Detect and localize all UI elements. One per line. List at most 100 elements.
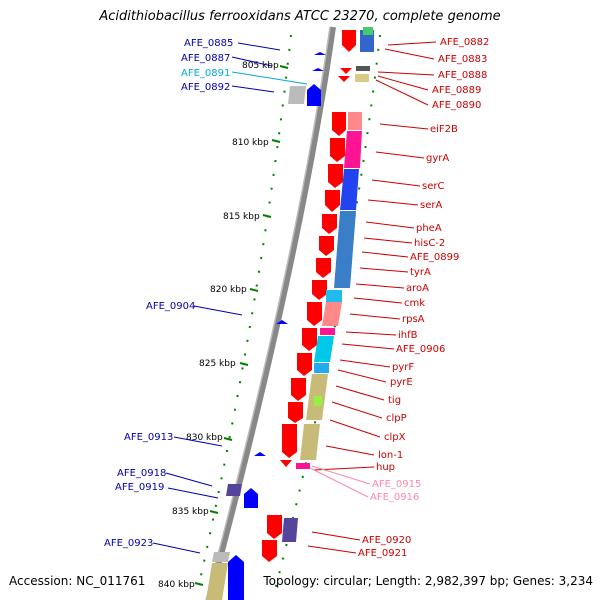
gene-label-right: tyrA	[410, 267, 431, 278]
orf-block	[338, 76, 350, 82]
gene-label-right: rpsA	[402, 314, 425, 325]
orf-block	[280, 460, 292, 467]
orf-block	[282, 424, 297, 458]
gene-label-right: eiF2B	[430, 124, 458, 135]
cog-block	[334, 211, 356, 288]
scale-ticks	[194, 65, 289, 586]
cog-block	[355, 74, 369, 82]
left-label-leaders	[152, 42, 308, 554]
scale-label: 815 kbp	[223, 212, 260, 222]
leader-line	[329, 419, 381, 438]
leader-line	[387, 41, 437, 46]
gene-label-right: tig	[388, 395, 401, 406]
leader-line	[361, 251, 409, 258]
gene-label-right: AFE_0890	[432, 100, 481, 111]
leader-line	[231, 56, 273, 67]
orf-block	[312, 280, 327, 300]
leader-line	[345, 331, 397, 336]
orf-block	[363, 27, 373, 35]
cog-block	[314, 336, 334, 362]
right-label-leaders	[307, 41, 437, 554]
gene-label-right: pyrE	[390, 377, 413, 388]
left-labels: AFE_0885 AFE_0887 AFE_0891 AFE_0892 AFE_…	[104, 38, 233, 549]
orf-block	[325, 190, 340, 212]
gene-label-left: AFE_0885	[184, 38, 233, 49]
leader-line	[311, 531, 361, 541]
orf-block	[244, 488, 258, 508]
scale-tick	[249, 288, 259, 292]
leader-line	[231, 85, 275, 93]
scale-tick	[271, 139, 281, 143]
scale-label: 835 kbp	[172, 507, 209, 517]
orf-block	[228, 555, 244, 600]
orf-block	[262, 540, 277, 562]
gene-label-right: pyrF	[392, 362, 414, 373]
leader-line	[349, 313, 401, 320]
leader-line	[375, 151, 425, 159]
gene-label-left: AFE_0923	[104, 538, 153, 549]
gene-label-right: AFE_0915	[372, 479, 421, 490]
orf-block	[319, 236, 334, 256]
leader-line	[379, 123, 429, 130]
leader-line	[337, 369, 387, 383]
gene-label-right: serA	[420, 200, 442, 211]
scale-labels: 805 kbp 810 kbp 815 kbp 820 kbp 825 kbp …	[158, 61, 279, 590]
leader-line	[375, 79, 429, 106]
cog-block	[326, 290, 342, 302]
gene-label-right: AFE_0888	[438, 70, 487, 81]
scale-tick	[223, 437, 233, 441]
cog-block	[320, 328, 335, 335]
orf-block	[254, 452, 266, 456]
orf-block	[302, 328, 317, 351]
scale-tick	[194, 582, 204, 586]
leader-line	[152, 542, 201, 554]
gene-label-right: AFE_0883	[438, 54, 487, 65]
gene-label-right: AFE_0899	[410, 252, 459, 263]
gene-label-right: AFE_0882	[440, 37, 489, 48]
cog-block	[282, 518, 298, 542]
cog-block	[340, 169, 359, 210]
orf-block	[312, 68, 324, 71]
gene-label-right: AFE_0916	[370, 492, 419, 503]
gene-label-right: AFE_0889	[432, 85, 481, 96]
scale-label: 825 kbp	[199, 359, 236, 369]
cog-block	[344, 131, 362, 168]
cog-block	[314, 396, 322, 406]
leader-line	[384, 48, 435, 60]
orf-block	[288, 402, 303, 423]
orf-block	[340, 68, 352, 74]
cog-block	[226, 484, 242, 496]
leader-line	[335, 385, 385, 401]
cog-block	[212, 552, 230, 562]
orf-block	[307, 84, 321, 106]
gene-label-right: pheA	[416, 223, 442, 234]
orf-block	[330, 138, 345, 162]
genome-backbone	[206, 26, 336, 600]
gene-label-left: AFE_0919	[115, 482, 164, 493]
gene-label-left: AFE_0904	[146, 301, 195, 312]
leader-line	[339, 359, 391, 368]
right-labels: AFE_0882 AFE_0883 AFE_0888 AFE_0889 AFE_…	[358, 37, 489, 559]
gene-label-right: lon-1	[378, 450, 403, 461]
map-title: Acidithiobacillus ferrooxidans ATCC 2327…	[99, 9, 501, 24]
cog-block	[288, 86, 306, 104]
gene-label-left: AFE_0891	[181, 68, 230, 79]
leader-line	[341, 343, 395, 350]
leader-line	[173, 436, 223, 447]
leader-line	[359, 267, 409, 273]
reverse-orf-track	[228, 52, 326, 600]
gene-label-right: aroA	[406, 283, 429, 294]
scale-tick	[262, 214, 272, 218]
gene-label-left: AFE_0913	[124, 432, 173, 443]
cog-block	[314, 363, 329, 373]
cog-block	[206, 563, 228, 600]
scale-label: 830 kbp	[186, 433, 223, 443]
gene-label-left: AFE_0918	[117, 468, 166, 479]
leader-line	[193, 305, 243, 316]
gene-label-right: hup	[376, 462, 395, 473]
leader-line	[237, 42, 281, 51]
forward-orf-track	[262, 30, 356, 562]
leader-line	[377, 71, 435, 76]
orf-block	[276, 320, 288, 324]
